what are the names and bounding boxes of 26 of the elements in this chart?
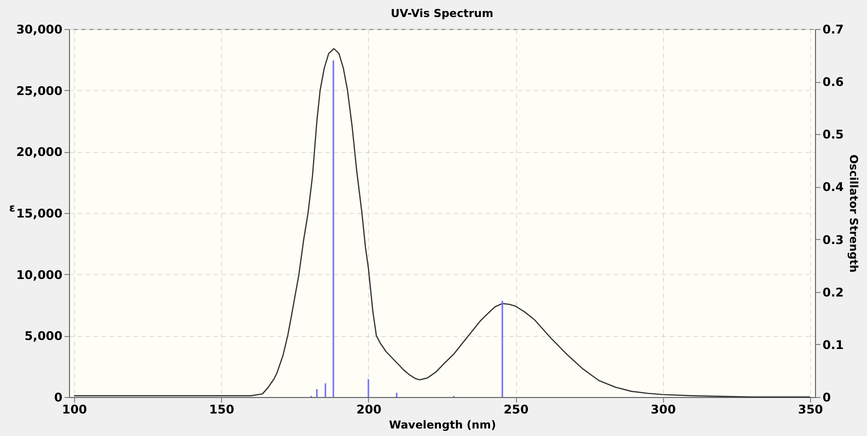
y2-tick-label: 0.3: [822, 232, 844, 247]
x-axis-title: Wavelength (nm): [389, 418, 496, 432]
x-tick-label: 300: [650, 402, 676, 416]
y2-tick-label: 0.2: [822, 285, 844, 300]
y-tick-label: 20,000: [16, 145, 62, 160]
chart-title: UV-Vis Spectrum: [390, 7, 494, 20]
y2-tick-label: 0.1: [822, 338, 844, 352]
y-tick-label: 15,000: [16, 206, 62, 220]
x-tick-label: 200: [356, 402, 382, 416]
y2-axis-title: Oscillator Strength: [846, 154, 860, 273]
x-tick-label: 250: [504, 402, 529, 416]
y-tick-label: 0: [54, 390, 62, 404]
y-tick-label: 5,000: [24, 329, 62, 344]
x-tick-label: 100: [62, 402, 88, 416]
y2-tick-label: 0.7: [822, 22, 844, 36]
y-tick-label: 30,000: [16, 22, 62, 36]
y-tick-label: 25,000: [16, 84, 62, 98]
y2-tick-label: 0: [822, 390, 831, 404]
x-tick-label: 350: [798, 402, 824, 416]
y2-tick-label: 0.4: [822, 180, 844, 194]
y2-tick-label: 0.5: [822, 128, 844, 142]
y2-tick-label: 0.6: [822, 75, 844, 90]
y-axis-title: ε: [9, 202, 16, 214]
line-series: [73, 48, 811, 398]
x-tick-label: 150: [209, 402, 234, 416]
y-tick-label: 10,000: [16, 268, 62, 282]
